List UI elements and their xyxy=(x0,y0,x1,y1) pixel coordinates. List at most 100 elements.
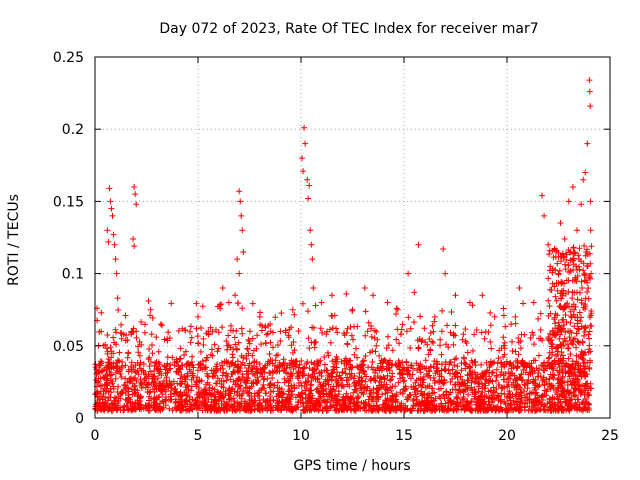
data-point xyxy=(105,393,112,400)
data-point xyxy=(163,374,170,381)
data-point xyxy=(555,280,562,287)
data-point xyxy=(229,354,236,361)
data-point xyxy=(194,333,201,340)
data-point xyxy=(146,363,153,370)
data-point xyxy=(465,377,472,384)
data-point xyxy=(239,330,246,337)
data-point xyxy=(138,367,145,374)
data-point xyxy=(92,403,99,410)
data-point xyxy=(295,399,302,406)
data-point xyxy=(353,399,360,406)
data-point xyxy=(389,361,396,368)
data-point xyxy=(205,328,212,335)
data-point xyxy=(378,375,385,382)
data-point xyxy=(439,307,446,314)
data-point xyxy=(257,407,264,414)
data-point xyxy=(575,382,582,389)
data-point xyxy=(536,365,543,372)
data-point xyxy=(399,321,406,328)
data-point xyxy=(156,370,163,377)
data-point xyxy=(223,338,230,345)
data-point xyxy=(503,395,510,402)
data-point xyxy=(574,360,581,367)
data-point xyxy=(149,341,156,348)
data-point xyxy=(158,322,165,329)
data-point xyxy=(567,257,574,264)
data-point xyxy=(305,375,312,382)
data-point xyxy=(531,341,538,348)
data-point xyxy=(291,311,298,318)
data-point xyxy=(310,367,317,374)
data-point xyxy=(184,373,191,380)
data-point xyxy=(149,375,156,382)
data-point xyxy=(349,306,356,313)
data-point xyxy=(393,362,400,369)
data-point xyxy=(304,176,311,183)
data-point xyxy=(580,359,587,366)
data-point xyxy=(567,396,574,403)
data-point xyxy=(507,391,514,398)
data-point xyxy=(372,374,379,381)
data-point xyxy=(584,279,591,286)
data-point xyxy=(173,368,180,375)
data-point xyxy=(246,328,253,335)
data-point xyxy=(528,390,535,397)
data-point xyxy=(227,322,234,329)
data-point xyxy=(448,308,455,315)
data-point xyxy=(104,380,111,387)
data-point xyxy=(246,362,253,369)
data-point xyxy=(254,332,261,339)
data-point xyxy=(188,358,195,365)
data-point xyxy=(574,376,581,383)
data-point xyxy=(229,359,236,366)
data-point xyxy=(300,365,307,372)
data-point xyxy=(299,155,306,162)
data-point xyxy=(521,381,528,388)
data-point xyxy=(520,300,527,307)
data-point xyxy=(376,352,383,359)
data-point xyxy=(249,335,256,342)
data-point xyxy=(373,328,380,335)
data-point xyxy=(579,285,586,292)
data-point xyxy=(266,401,273,408)
data-point xyxy=(113,364,120,371)
data-point xyxy=(364,328,371,335)
data-point xyxy=(559,316,566,323)
data-point xyxy=(554,376,561,383)
data-point xyxy=(421,394,428,401)
data-point xyxy=(419,391,426,398)
data-point xyxy=(228,370,235,377)
data-point xyxy=(405,394,412,401)
data-point xyxy=(495,355,502,362)
data-point xyxy=(196,393,203,400)
data-point xyxy=(509,348,516,355)
data-point xyxy=(571,385,578,392)
data-point xyxy=(411,289,418,296)
data-point xyxy=(394,306,401,313)
data-point xyxy=(187,323,194,330)
data-point xyxy=(108,371,115,378)
data-point xyxy=(234,399,241,406)
data-point xyxy=(430,374,437,381)
data-point xyxy=(171,390,178,397)
data-point xyxy=(142,321,149,328)
data-point xyxy=(469,347,476,354)
data-point xyxy=(244,384,251,391)
data-point xyxy=(246,338,253,345)
data-point xyxy=(132,405,139,412)
y-tick-label: 0.25 xyxy=(53,50,84,66)
data-point xyxy=(549,341,556,348)
data-point xyxy=(343,377,350,384)
data-point xyxy=(278,391,285,398)
data-point xyxy=(151,389,158,396)
data-point xyxy=(471,369,478,376)
data-point xyxy=(521,363,528,370)
data-point xyxy=(384,299,391,306)
data-point xyxy=(249,366,256,373)
data-point xyxy=(396,366,403,373)
data-point xyxy=(494,404,501,411)
data-point xyxy=(305,195,312,202)
data-point xyxy=(554,395,561,402)
data-point xyxy=(456,386,463,393)
data-point xyxy=(460,331,467,338)
